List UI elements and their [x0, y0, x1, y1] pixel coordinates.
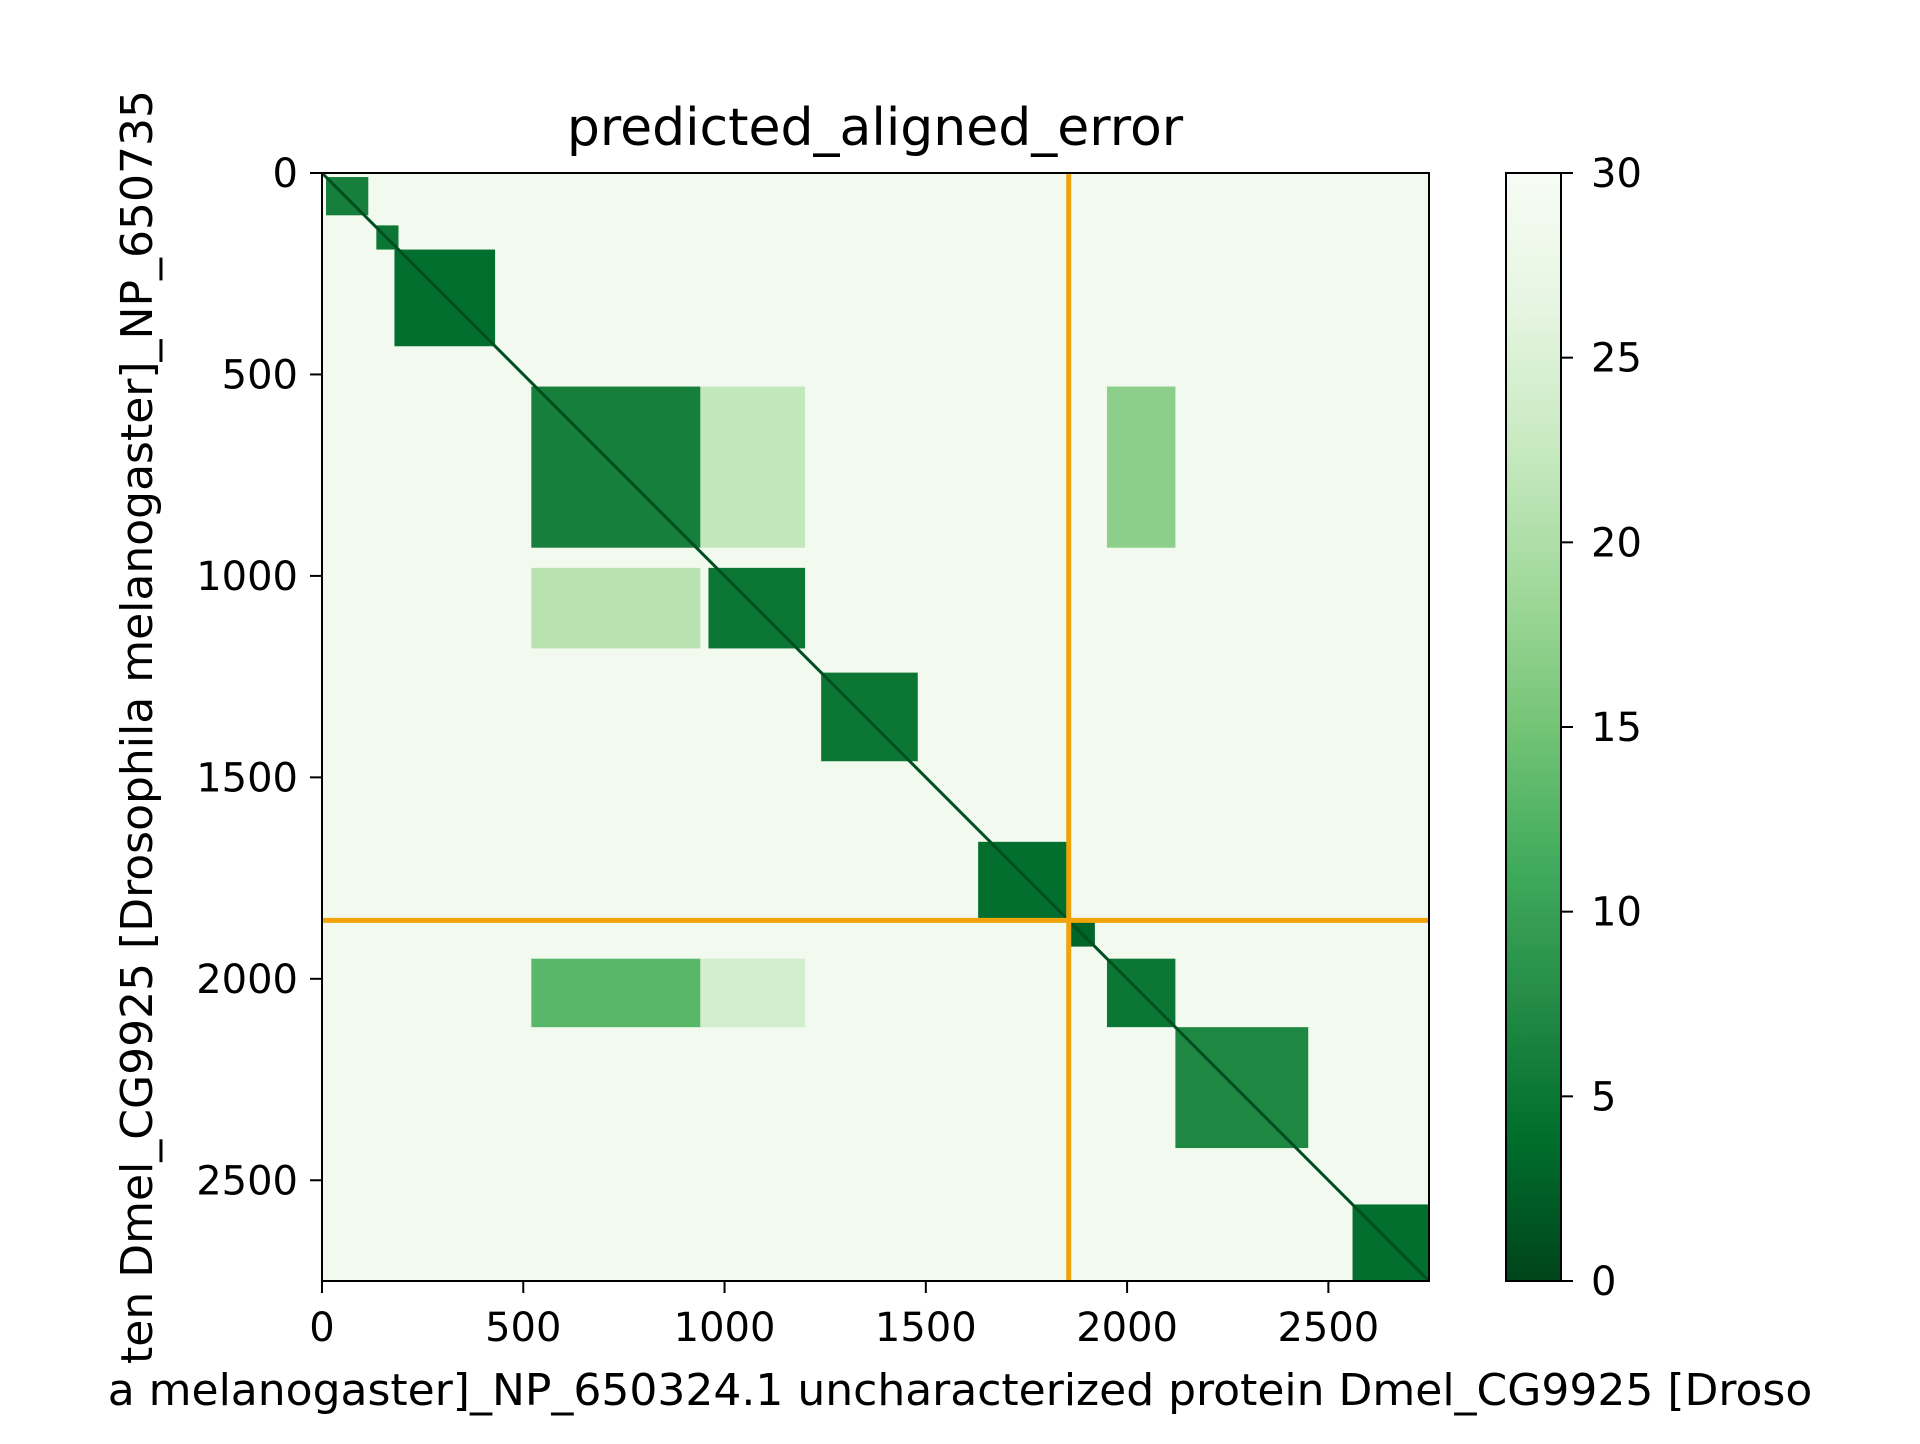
y-axis: 0 500 1000 1500 2000 2500 — [196, 151, 322, 1204]
colorbar-tick-label: 0 — [1591, 1259, 1616, 1305]
x-axis-label: a melanogaster]_NP_650324.1 uncharacteri… — [108, 1365, 1813, 1416]
y-axis-label: ten Dmel_CG9925 [Drosophila melanogaster… — [112, 90, 163, 1364]
heatmap-block-4 — [700, 386, 806, 548]
y-tick-label: 500 — [222, 352, 298, 398]
heatmap-block-13 — [700, 958, 806, 1028]
heatmap-block-12 — [531, 958, 701, 1028]
heatmap-block-5 — [1106, 386, 1176, 548]
heatmap-cells — [320, 171, 1431, 1283]
colorbar-tick-label: 30 — [1591, 151, 1642, 197]
y-tick-label: 1500 — [196, 755, 298, 801]
x-tick-label: 500 — [485, 1305, 561, 1351]
y-tick-label: 2000 — [196, 957, 298, 1003]
x-tick-label: 2500 — [1277, 1305, 1379, 1351]
y-tick-label: 1000 — [196, 554, 298, 600]
x-tick-label: 1000 — [674, 1305, 776, 1351]
chain-boundaries — [322, 173, 1429, 1281]
heatmap-block-6 — [531, 567, 701, 649]
colorbar-tick-label: 20 — [1591, 520, 1642, 566]
y-tick-label: 0 — [273, 151, 298, 197]
x-tick-label: 2000 — [1076, 1305, 1178, 1351]
x-axis: 0 500 1000 1500 2000 2500 — [309, 1281, 1379, 1351]
y-tick-label: 2500 — [196, 1158, 298, 1204]
colorbar-tick-label: 5 — [1591, 1074, 1616, 1120]
colorbar-tick-label: 10 — [1591, 890, 1642, 936]
x-tick-label: 1500 — [875, 1305, 977, 1351]
x-tick-label: 0 — [309, 1305, 334, 1351]
colorbar-axis: 0 5 10 15 20 25 30 — [1561, 151, 1642, 1305]
heatmap-diagonal — [320, 171, 1431, 1283]
colorbar-tick-label: 25 — [1591, 336, 1642, 382]
colorbar-tick-label: 15 — [1591, 705, 1642, 751]
colorbar — [1505, 172, 1562, 1282]
chart-title: predicted_aligned_error — [567, 98, 1184, 158]
plot-frame — [321, 172, 1430, 1282]
